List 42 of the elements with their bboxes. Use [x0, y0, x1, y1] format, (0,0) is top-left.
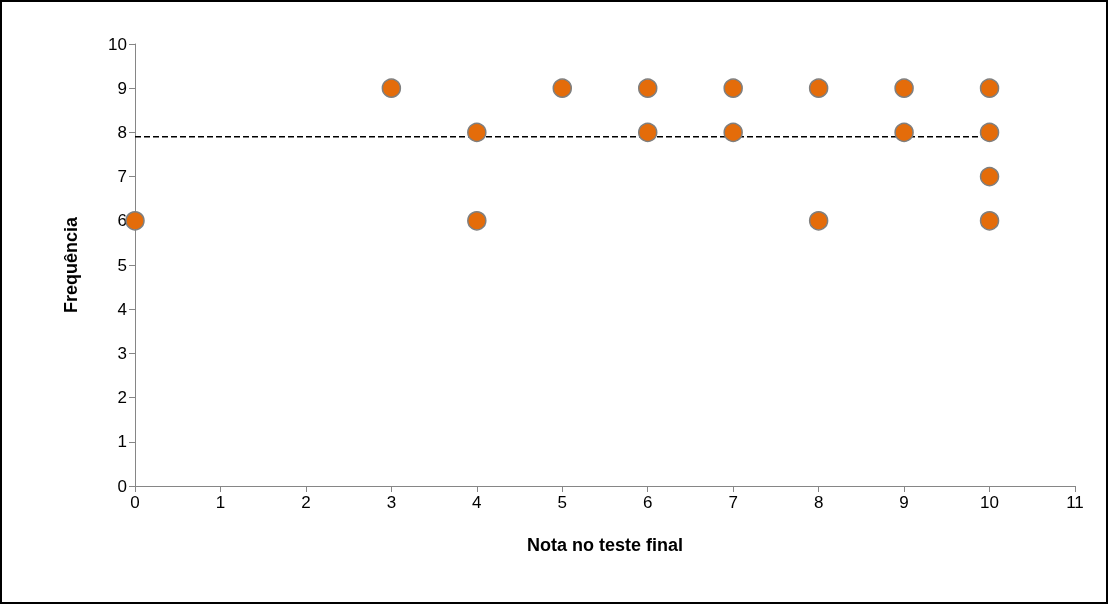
x-tick-label: 2: [301, 493, 311, 512]
x-tick-label: 4: [472, 493, 482, 512]
y-tick-label: 9: [117, 78, 127, 98]
y-tick-label: 1: [117, 432, 127, 452]
y-tick-label: 7: [117, 167, 127, 187]
y-tick-label: 2: [117, 388, 127, 408]
x-tick-label: 0: [130, 493, 140, 512]
point: [552, 78, 573, 98]
x-tick-label: 10: [980, 493, 1000, 512]
x-axis-title: Nota no teste final: [526, 535, 684, 555]
point: [125, 211, 145, 231]
y-tick-label: 5: [117, 255, 127, 275]
point: [381, 78, 402, 98]
x-tick-label: 8: [813, 493, 824, 512]
y-tick-label: 0: [117, 476, 127, 496]
y-tick-label: 4: [117, 299, 127, 319]
y-tick-label: 8: [117, 122, 127, 142]
point: [638, 78, 658, 98]
x-tick-label: 11: [1066, 493, 1084, 512]
point: [894, 122, 914, 143]
point: [894, 78, 914, 98]
y-tick-label: 3: [117, 343, 127, 363]
point: [467, 122, 487, 143]
point: [979, 211, 1000, 231]
point: [979, 78, 1000, 98]
x-tick-label: 9: [899, 493, 909, 512]
x-tick-label: 1: [215, 493, 226, 512]
y-tick-label: 10: [108, 34, 127, 54]
point: [808, 78, 829, 98]
point: [979, 166, 1000, 187]
y-tick-label: 6: [117, 211, 127, 231]
point: [467, 211, 487, 231]
point: [723, 122, 743, 143]
x-tick-label: 5: [557, 493, 568, 512]
x-tick-label: 7: [728, 493, 738, 512]
x-tick-label: 6: [642, 493, 653, 512]
y-axis-title: Frequência: [61, 216, 81, 314]
point: [723, 78, 743, 98]
point: [979, 122, 1000, 143]
x-tick-label: 3: [386, 493, 397, 512]
point: [808, 211, 829, 231]
point: [638, 122, 658, 143]
